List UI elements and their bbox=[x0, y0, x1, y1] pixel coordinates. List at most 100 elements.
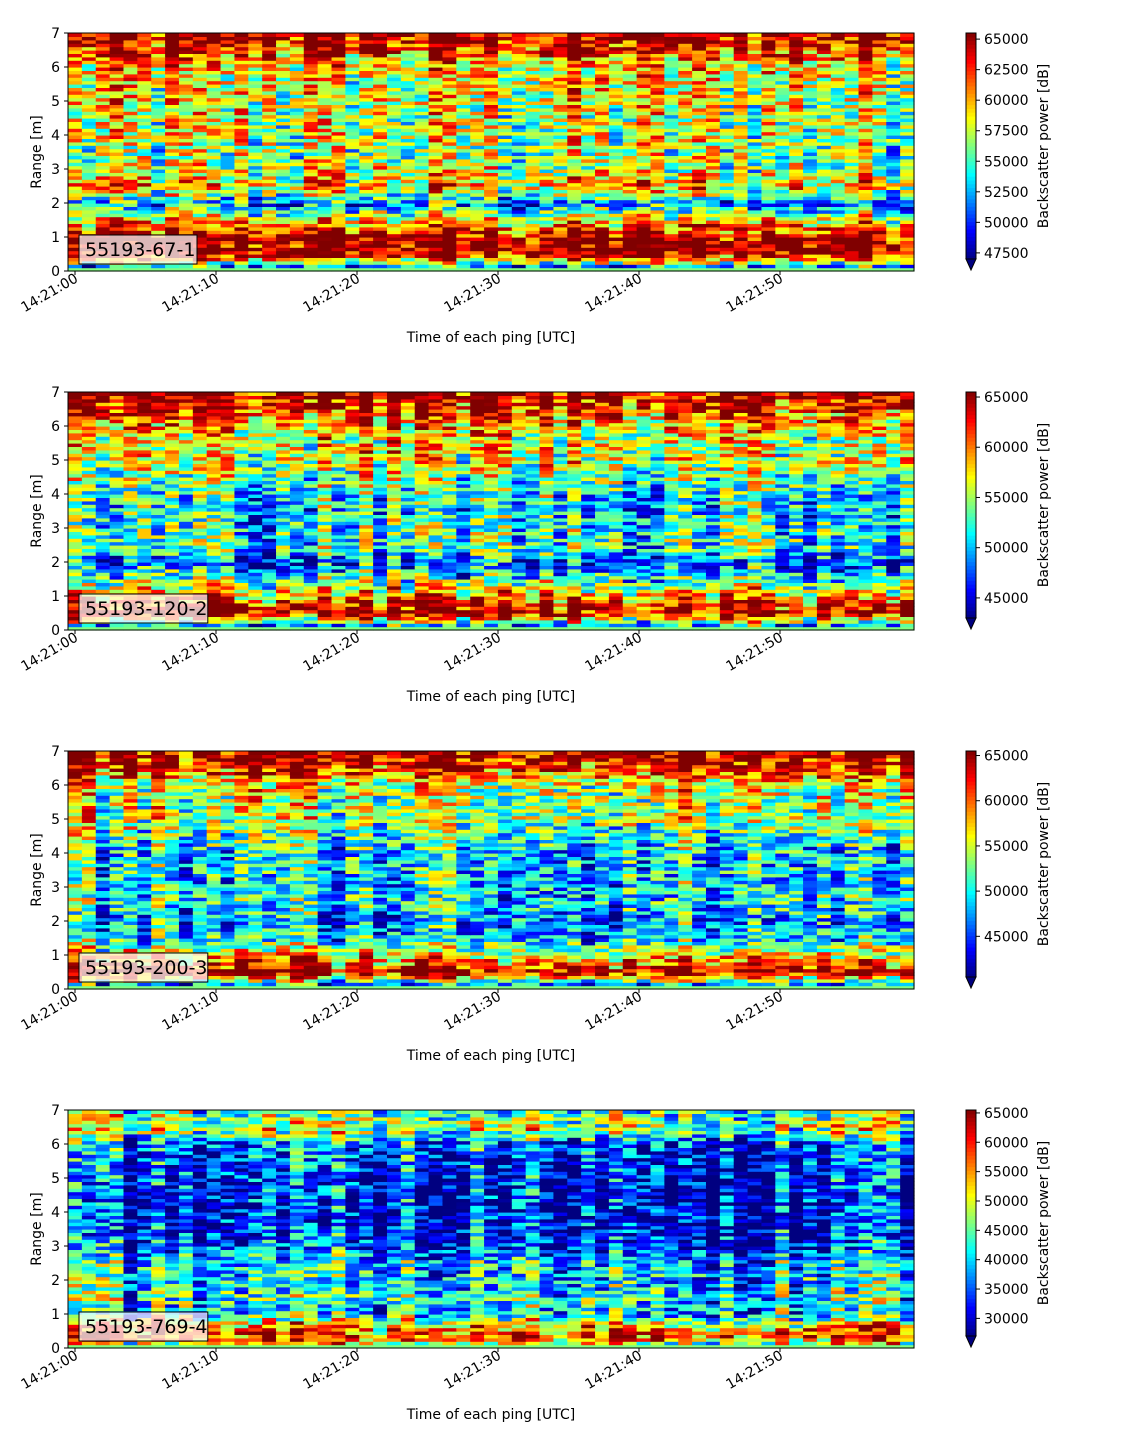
heatmap-cell bbox=[581, 152, 596, 156]
heatmap-cell bbox=[345, 63, 360, 68]
heatmap-cell bbox=[137, 223, 152, 228]
colorbar-segment bbox=[966, 251, 976, 256]
heatmap-cell bbox=[206, 36, 222, 41]
heatmap-cell bbox=[470, 101, 485, 105]
heatmap-cell bbox=[206, 53, 222, 58]
heatmap-cell bbox=[262, 70, 277, 75]
heatmap-cell bbox=[178, 121, 194, 126]
heatmap-cell bbox=[539, 267, 555, 272]
heatmap-cell bbox=[386, 94, 402, 99]
heatmap-cell bbox=[761, 172, 776, 177]
heatmap-cell bbox=[359, 254, 374, 258]
heatmap-cell bbox=[719, 192, 735, 197]
heatmap-cell bbox=[442, 596, 457, 600]
heatmap-cell bbox=[262, 56, 277, 61]
heatmap-cell bbox=[359, 599, 374, 604]
heatmap-cell bbox=[608, 39, 624, 44]
heatmap-cell bbox=[123, 213, 138, 218]
heatmap-cell bbox=[844, 141, 860, 146]
heatmap-cell bbox=[803, 616, 818, 621]
heatmap-cell bbox=[95, 36, 111, 41]
heatmap-cell bbox=[303, 141, 319, 146]
heatmap-cell bbox=[497, 606, 513, 611]
heatmap-cell bbox=[872, 189, 887, 194]
heatmap-cell bbox=[747, 158, 763, 163]
heatmap-cell bbox=[858, 213, 873, 218]
heatmap-cell bbox=[678, 94, 693, 99]
heatmap-cell bbox=[636, 60, 652, 65]
heatmap-cell bbox=[775, 56, 790, 61]
heatmap-cell bbox=[220, 118, 236, 122]
heatmap-cell bbox=[414, 192, 430, 197]
heatmap-cell bbox=[414, 220, 430, 224]
heatmap-cell bbox=[747, 619, 763, 624]
heatmap-cell bbox=[581, 67, 596, 71]
heatmap-cell bbox=[220, 121, 236, 126]
heatmap-cell bbox=[844, 128, 860, 133]
heatmap-cell bbox=[414, 36, 430, 41]
heatmap-cell bbox=[373, 616, 388, 621]
heatmap-cell bbox=[761, 175, 776, 180]
heatmap-cell bbox=[248, 124, 263, 129]
heatmap-cell bbox=[830, 94, 846, 99]
heatmap-cell bbox=[317, 114, 333, 119]
heatmap-cell bbox=[317, 43, 333, 48]
heatmap-cell bbox=[428, 148, 444, 153]
heatmap-cell bbox=[872, 148, 887, 153]
heatmap-cell bbox=[511, 602, 527, 607]
heatmap-cell bbox=[456, 606, 471, 611]
heatmap-cell bbox=[511, 73, 527, 78]
heatmap-cell bbox=[553, 162, 568, 167]
heatmap-cell bbox=[858, 609, 873, 614]
heatmap-cell bbox=[165, 67, 180, 71]
heatmap-cell bbox=[289, 226, 305, 231]
heatmap-cell bbox=[456, 135, 471, 139]
heatmap-cell bbox=[192, 189, 208, 194]
heatmap-cell bbox=[581, 206, 596, 211]
heatmap-cell bbox=[692, 97, 707, 102]
heatmap-cell bbox=[317, 84, 333, 88]
heatmap-cell bbox=[428, 596, 444, 600]
heatmap-cell bbox=[886, 60, 901, 65]
heatmap-cell bbox=[622, 226, 638, 231]
heatmap-cell bbox=[345, 73, 360, 78]
heatmap-cell bbox=[789, 101, 804, 105]
heatmap-cell bbox=[539, 616, 555, 621]
heatmap-cell bbox=[692, 186, 707, 190]
heatmap-cell bbox=[359, 206, 374, 211]
heatmap-cell bbox=[220, 196, 236, 201]
heatmap-cell bbox=[664, 623, 679, 628]
heatmap-cell bbox=[900, 104, 915, 109]
heatmap-cell bbox=[747, 36, 763, 41]
heatmap-cell bbox=[511, 33, 527, 37]
heatmap-cell bbox=[192, 101, 208, 105]
heatmap-cell bbox=[68, 619, 83, 624]
heatmap-cell bbox=[178, 84, 194, 88]
heatmap-cell bbox=[789, 63, 804, 68]
heatmap-cell bbox=[428, 50, 444, 54]
heatmap-cell bbox=[678, 264, 693, 269]
heatmap-cell bbox=[484, 135, 499, 139]
heatmap-cell bbox=[165, 220, 180, 224]
heatmap-cell bbox=[123, 33, 138, 37]
heatmap-cell bbox=[206, 247, 222, 252]
heatmap-cell bbox=[442, 63, 457, 68]
heatmap-cell bbox=[567, 39, 582, 44]
heatmap-cell bbox=[289, 162, 305, 167]
heatmap-cell bbox=[636, 626, 652, 631]
heatmap-cell bbox=[900, 186, 915, 190]
heatmap-cell bbox=[692, 87, 707, 92]
heatmap-cell bbox=[178, 186, 194, 190]
heatmap-cell bbox=[719, 33, 735, 37]
heatmap-cell bbox=[608, 209, 624, 214]
heatmap-cell bbox=[68, 264, 83, 269]
heatmap-cell bbox=[234, 107, 249, 112]
heatmap-cell bbox=[678, 619, 693, 624]
heatmap-cell bbox=[248, 107, 263, 112]
heatmap-cell bbox=[359, 39, 374, 44]
heatmap-cell bbox=[81, 84, 97, 88]
heatmap-cell bbox=[692, 206, 707, 211]
heatmap-cell bbox=[719, 213, 735, 218]
colorbar-segment bbox=[966, 221, 976, 226]
heatmap-cell bbox=[844, 80, 860, 85]
